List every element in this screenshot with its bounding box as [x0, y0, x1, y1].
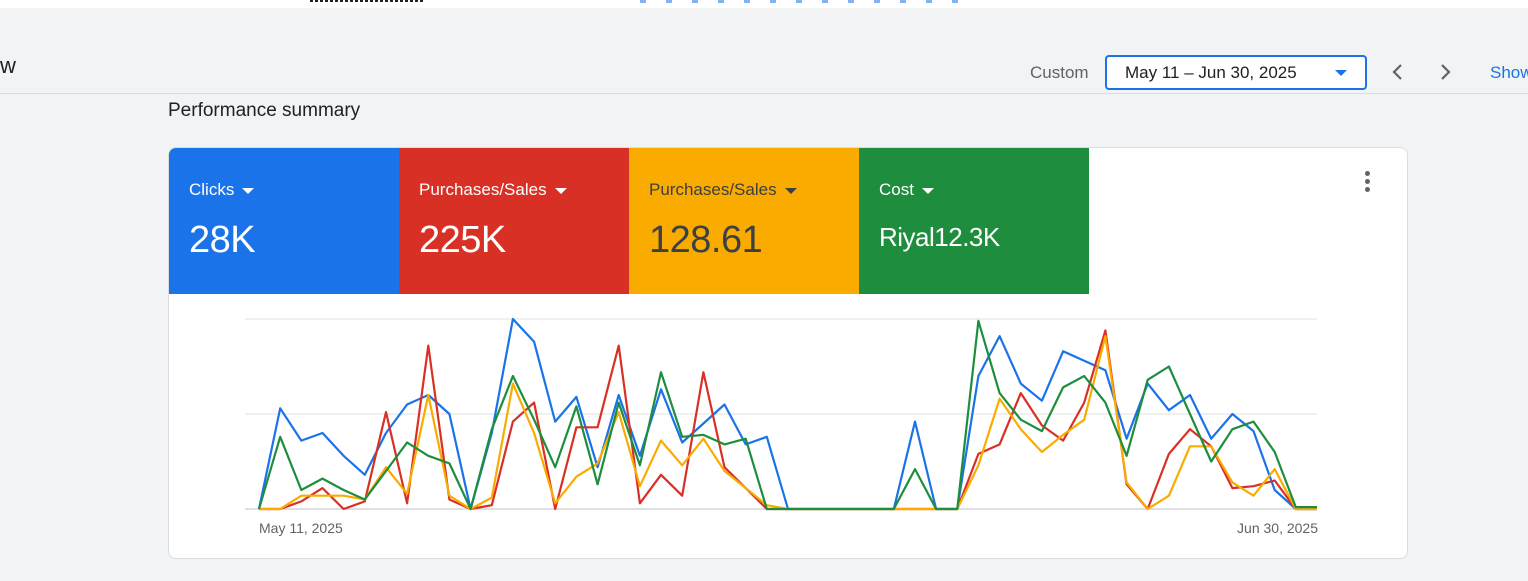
more-options-button[interactable]: [1355, 168, 1379, 196]
metric-tiles: Clicks 28K Purchases/Sales 225K Purchase…: [169, 148, 1089, 294]
metric-label: Cost: [879, 180, 914, 199]
date-range-selector[interactable]: May 11 – Jun 30, 2025: [1105, 55, 1367, 90]
performance-summary-card: Clicks 28K Purchases/Sales 225K Purchase…: [168, 147, 1408, 559]
metric-tile-purchases-sales[interactable]: Purchases/Sales 225K: [399, 148, 629, 294]
series-line-2: [259, 329, 1317, 511]
metric-label: Purchases/Sales: [649, 180, 777, 199]
caret-down-icon: [554, 188, 567, 194]
top-strip: [0, 0, 1528, 8]
section-title: Performance summary: [168, 100, 361, 121]
top-dashed-underline: [310, 0, 425, 2]
metric-value: 28K: [189, 219, 256, 261]
metric-tile-cost[interactable]: Cost Riyal12.3K: [859, 148, 1089, 294]
show-link[interactable]: Show: [1490, 63, 1528, 82]
series-line-4: [257, 319, 1317, 511]
caret-down-icon: [784, 188, 797, 194]
x-axis-end-label: Jun 30, 2025: [1237, 520, 1318, 536]
metric-value: 128.61: [649, 219, 763, 261]
chart-svg: [245, 317, 1317, 511]
date-range-text: May 11 – Jun 30, 2025: [1125, 62, 1297, 82]
performance-chart: May 11, 2025 Jun 30, 2025: [169, 294, 1407, 558]
more-vert-icon-dot: [1364, 187, 1370, 192]
caret-down-icon: [921, 188, 934, 194]
top-link-fragments: [640, 0, 970, 3]
header-bar: w Custom May 11 – Jun 30, 2025 Show: [0, 8, 1528, 94]
metric-label: Purchases/Sales: [419, 180, 547, 199]
caret-down-icon: [242, 188, 255, 194]
chevron-down-icon: [1335, 70, 1347, 76]
chevron-left-icon: [1392, 64, 1402, 80]
more-vert-icon: [1364, 171, 1370, 176]
range-type-label: Custom: [1030, 63, 1089, 82]
metric-label: Clicks: [189, 180, 235, 199]
metric-tile-clicks[interactable]: Clicks 28K: [169, 148, 399, 294]
previous-period-button[interactable]: [1386, 60, 1410, 84]
more-vert-icon-dot: [1364, 179, 1370, 184]
next-period-button[interactable]: [1433, 60, 1457, 84]
metric-tile-purchases-sales-value[interactable]: Purchases/Sales 128.61: [629, 148, 859, 294]
metric-value: Riyal12.3K: [879, 222, 1000, 252]
page-title: w: [0, 53, 16, 78]
metric-value: 225K: [419, 219, 506, 261]
x-axis-start-label: May 11, 2025: [259, 520, 343, 536]
chevron-right-icon: [1441, 64, 1451, 80]
